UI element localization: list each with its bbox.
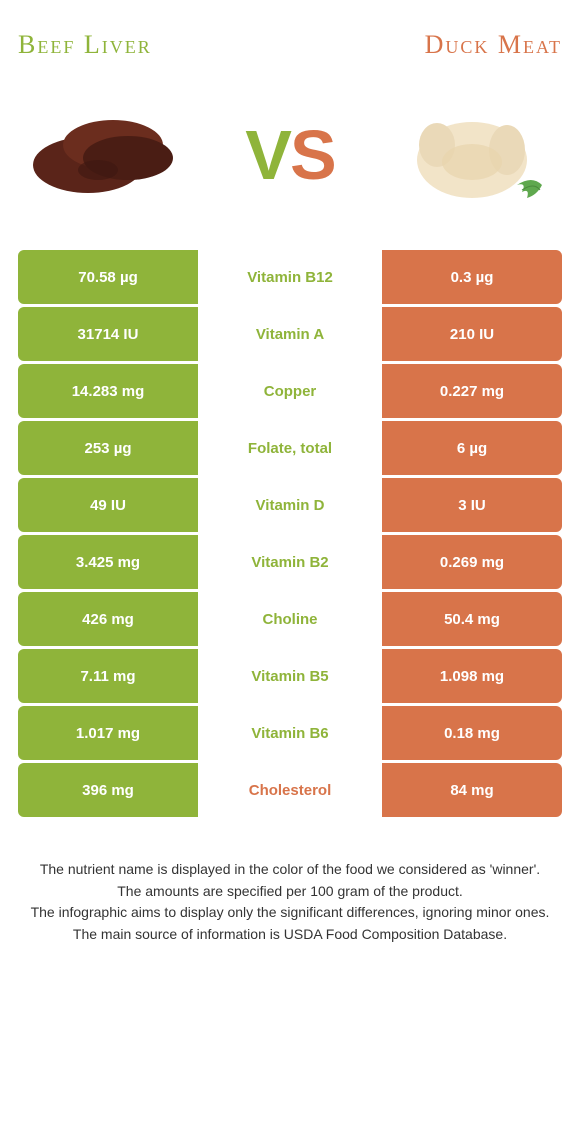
duck-meat-icon (382, 90, 562, 220)
left-value-cell: 31714 IU (18, 307, 198, 361)
table-row: 14.283 mgCopper0.227 mg (18, 364, 562, 418)
nutrient-name-cell: Vitamin A (198, 307, 382, 361)
left-value-cell: 7.11 mg (18, 649, 198, 703)
table-row: 253 µgFolate, total6 µg (18, 421, 562, 475)
right-value-cell: 0.269 mg (382, 535, 562, 589)
nutrient-name-cell: Vitamin B12 (198, 250, 382, 304)
header: Beef Liver Duck Meat (18, 20, 562, 90)
left-value-cell: 1.017 mg (18, 706, 198, 760)
vs-label: VS (245, 115, 334, 195)
right-value-cell: 6 µg (382, 421, 562, 475)
right-food-title: Duck Meat (425, 30, 562, 60)
left-value-cell: 70.58 µg (18, 250, 198, 304)
nutrient-name-cell: Folate, total (198, 421, 382, 475)
right-value-cell: 1.098 mg (382, 649, 562, 703)
right-value-cell: 50.4 mg (382, 592, 562, 646)
nutrient-name-cell: Cholesterol (198, 763, 382, 817)
footer-notes: The nutrient name is displayed in the co… (18, 820, 562, 944)
left-value-cell: 14.283 mg (18, 364, 198, 418)
beef-liver-icon (18, 90, 198, 220)
footer-line: The main source of information is USDA F… (28, 925, 552, 945)
right-food-image (382, 90, 562, 220)
nutrient-name-cell: Copper (198, 364, 382, 418)
left-value-cell: 426 mg (18, 592, 198, 646)
left-value-cell: 3.425 mg (18, 535, 198, 589)
right-value-cell: 84 mg (382, 763, 562, 817)
left-food-title: Beef Liver (18, 30, 152, 60)
left-value-cell: 396 mg (18, 763, 198, 817)
right-value-cell: 0.227 mg (382, 364, 562, 418)
right-value-cell: 210 IU (382, 307, 562, 361)
nutrient-name-cell: Vitamin D (198, 478, 382, 532)
table-row: 70.58 µgVitamin B120.3 µg (18, 250, 562, 304)
nutrient-name-cell: Vitamin B5 (198, 649, 382, 703)
vs-v: V (245, 116, 290, 194)
footer-line: The infographic aims to display only the… (28, 903, 552, 923)
table-row: 3.425 mgVitamin B20.269 mg (18, 535, 562, 589)
vs-s: S (290, 116, 335, 194)
right-value-cell: 3 IU (382, 478, 562, 532)
footer-line: The nutrient name is displayed in the co… (28, 860, 552, 880)
right-value-cell: 0.3 µg (382, 250, 562, 304)
table-row: 31714 IUVitamin A210 IU (18, 307, 562, 361)
table-row: 426 mgCholine50.4 mg (18, 592, 562, 646)
table-row: 7.11 mgVitamin B51.098 mg (18, 649, 562, 703)
table-row: 1.017 mgVitamin B60.18 mg (18, 706, 562, 760)
hero-row: VS (18, 90, 562, 250)
nutrient-name-cell: Vitamin B2 (198, 535, 382, 589)
nutrient-table: 70.58 µgVitamin B120.3 µg31714 IUVitamin… (18, 250, 562, 817)
nutrient-name-cell: Vitamin B6 (198, 706, 382, 760)
footer-line: The amounts are specified per 100 gram o… (28, 882, 552, 902)
nutrient-name-cell: Choline (198, 592, 382, 646)
table-row: 49 IUVitamin D3 IU (18, 478, 562, 532)
right-value-cell: 0.18 mg (382, 706, 562, 760)
left-value-cell: 49 IU (18, 478, 198, 532)
table-row: 396 mgCholesterol84 mg (18, 763, 562, 817)
left-food-image (18, 90, 198, 220)
left-value-cell: 253 µg (18, 421, 198, 475)
